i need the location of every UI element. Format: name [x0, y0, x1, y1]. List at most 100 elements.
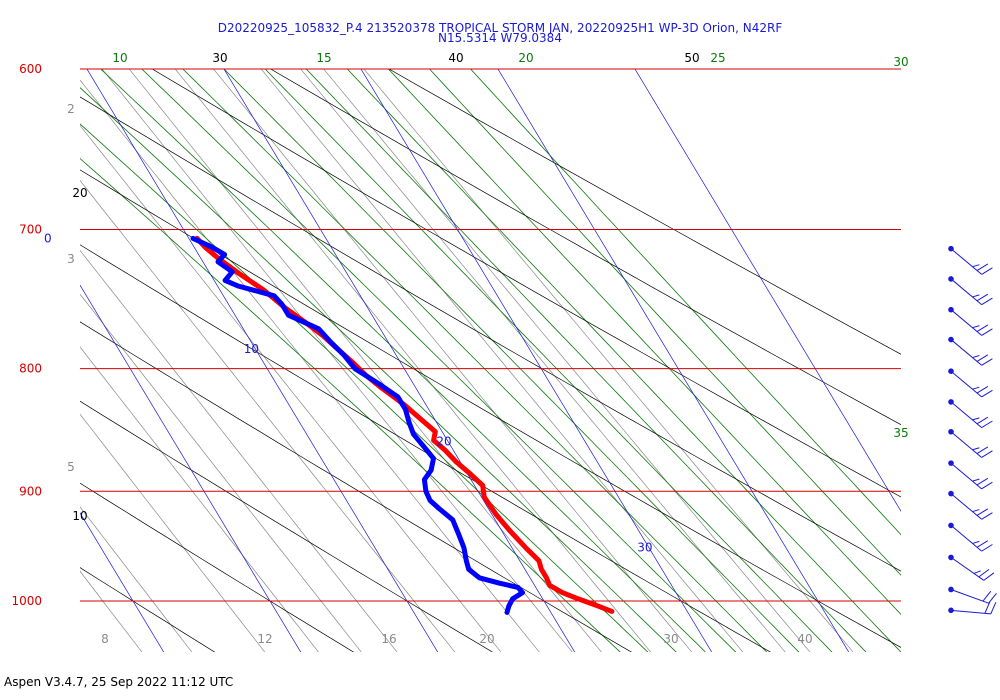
wind-barb-feather	[972, 447, 980, 451]
mixing-ratio-lines	[80, 69, 854, 652]
wind-barb-feather	[972, 264, 980, 268]
dry-adiabats	[80, 69, 901, 652]
wind-barb-shaft	[950, 493, 982, 520]
wind-barb-feather	[981, 297, 993, 306]
wind-barb-station-dot	[948, 586, 954, 593]
mixing-ratio-line-14	[260, 69, 744, 652]
pressure-label-800: 800	[19, 362, 42, 376]
wind-barb-feather	[972, 355, 980, 359]
wind-barb-feather	[972, 509, 980, 513]
software-footer: Aspen V3.4.7, 25 Sep 2022 11:12 UTC	[4, 675, 234, 689]
wind-barb-feather	[976, 508, 989, 516]
moist-adiabat-line-10	[388, 69, 901, 616]
wind-barb-feather	[990, 602, 997, 615]
wind-barb-4	[948, 368, 993, 398]
wind-barb-feather	[981, 512, 993, 520]
wind-barb-7	[948, 460, 993, 490]
mixing-ratio-line-1	[80, 570, 143, 652]
mixing-ratio-label: 40	[797, 632, 812, 646]
moist-adiabat-line-8	[305, 69, 867, 652]
wind-barb-shaft	[950, 525, 982, 552]
mixing-ratio-line-16	[323, 69, 811, 652]
wind-barb-feather	[976, 354, 989, 362]
wind-barb-shaft	[950, 556, 985, 581]
mixing-ratio-line-10	[101, 69, 573, 652]
wind-barb-feather	[981, 544, 993, 552]
dry-adiabat-line-2	[80, 400, 494, 652]
wind-barb-shaft	[950, 431, 982, 458]
moist-adiabat-label: 30	[893, 55, 908, 69]
moist-adiabat-line-4	[141, 69, 737, 652]
wind-barb-shaft	[950, 339, 982, 366]
mixing-ratio-label: 20	[479, 632, 494, 646]
moist-adiabat-line-6	[223, 69, 800, 652]
wind-barb-feather	[972, 294, 980, 298]
wind-barb-5	[948, 399, 993, 429]
wind-barb-8	[948, 490, 993, 520]
wind-barb-shaft	[950, 278, 982, 306]
dry-adiabat-label: 20	[72, 186, 87, 200]
wind-barb-0	[948, 245, 993, 275]
wind-barb-shaft	[950, 370, 982, 398]
isotherm-label: 20	[436, 435, 451, 449]
wind-barb-feather	[972, 325, 980, 329]
moist-adiabats	[80, 69, 901, 652]
wind-barb-station-dot	[948, 399, 954, 405]
wind-barb-6	[948, 428, 993, 458]
isotherm-line-50	[634, 69, 901, 512]
wind-barb-station-dot	[948, 460, 954, 466]
mixing-ratio-line-5	[80, 293, 362, 652]
dry-adiabat-line-6	[80, 96, 901, 572]
dry-adiabat-line-4	[80, 244, 771, 652]
wind-barb-feather	[976, 540, 989, 548]
mixing-ratio-label: 12	[257, 632, 272, 646]
wind-barb-feather	[972, 417, 980, 421]
mixing-ratio-label: 2	[67, 102, 75, 116]
dry-adiabat-label: 40	[448, 51, 463, 65]
dry-adiabat-line-9	[388, 69, 901, 355]
mixing-ratio-label: 8	[101, 632, 109, 646]
wind-barb-feather	[981, 481, 993, 490]
wind-barb-11	[948, 586, 997, 604]
wind-barb-station-dot	[948, 276, 954, 282]
dry-adiabat-label: 10	[72, 509, 87, 523]
wind-barb-3	[948, 336, 993, 366]
wind-barb-feather	[976, 477, 989, 486]
wind-barb-station-dot	[948, 336, 954, 343]
wind-barb-2	[948, 306, 993, 336]
wind-barb-feather	[988, 592, 997, 604]
wind-barb-station-dot	[948, 306, 954, 313]
wind-barb-feather	[981, 389, 993, 398]
wind-barb-station-dot	[948, 428, 954, 435]
mixing-ratio-line-13	[213, 69, 693, 652]
wind-barb-shaft	[950, 609, 991, 615]
isotherm-line-10	[86, 69, 439, 652]
isotherm-label: 10	[244, 342, 259, 356]
moist-adiabat-line-7	[264, 69, 833, 652]
mixing-ratio-line-8	[80, 124, 502, 652]
wind-barb-feather	[981, 450, 993, 458]
wind-barb-feather	[976, 263, 989, 271]
pressure-label-900: 900	[19, 484, 42, 498]
moist-adiabat-label: 10	[112, 51, 127, 65]
wind-barb-shaft	[950, 309, 982, 336]
isotherm-line-40	[497, 69, 850, 652]
sounding-profiles	[190, 235, 615, 615]
mixing-ratio-line-3	[80, 413, 266, 652]
mixing-ratio-line-7	[80, 179, 456, 652]
mixing-ratio-line-15	[300, 69, 786, 652]
wind-barb-feather	[972, 540, 980, 544]
wind-barb-station-dot	[948, 522, 954, 529]
chart-title-line-2: N15.5314 W79.0384	[438, 31, 562, 45]
wind-barb-feather	[976, 293, 989, 302]
temperature-profile-line	[194, 235, 615, 614]
wind-barb-feather	[981, 328, 993, 336]
mixing-ratio-line-12	[174, 69, 652, 652]
isotherm-line-m20	[0, 0, 33, 662]
isotherm-line-30	[360, 69, 713, 652]
wind-barb-feather	[981, 358, 993, 366]
moist-adiabat-line-9	[347, 69, 901, 652]
dry-adiabat-line-1	[80, 482, 355, 652]
moist-adiabat-label: 20	[518, 51, 533, 65]
wind-barb-9	[948, 522, 993, 552]
